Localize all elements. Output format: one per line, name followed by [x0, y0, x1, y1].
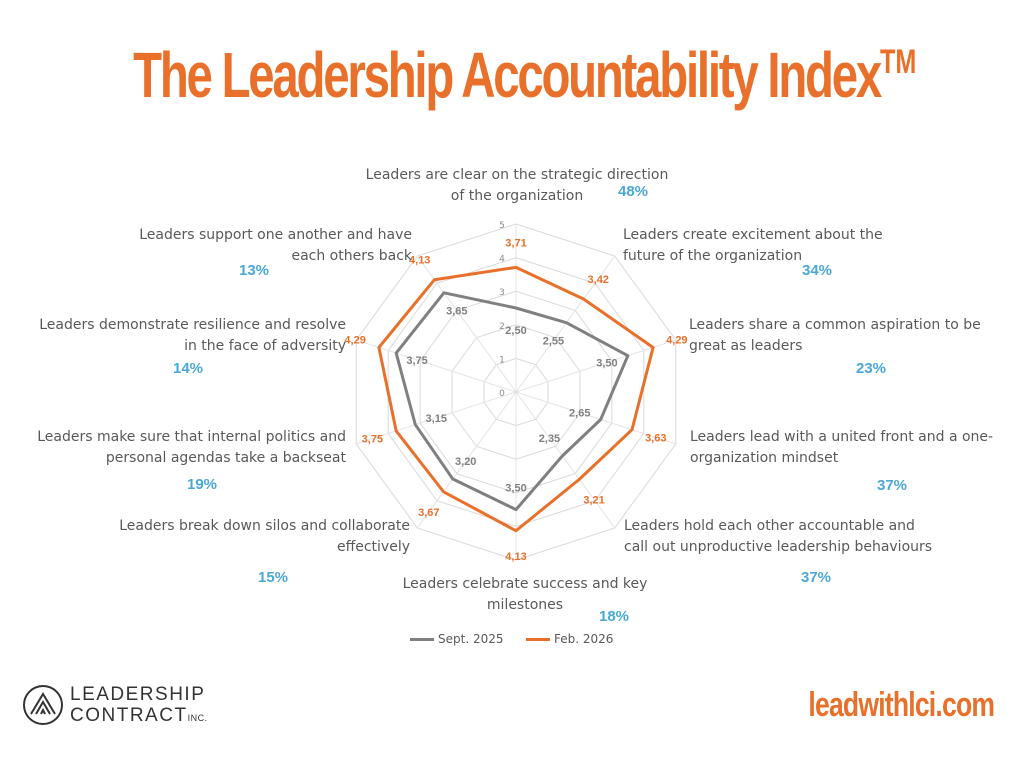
- category-label-7: Leaders make sure that internal politics…: [37, 429, 346, 466]
- category-label-8: Leaders demonstrate resilience and resol…: [39, 317, 346, 354]
- data-label-feb-5: 4,13: [505, 551, 526, 563]
- category-label-1: Leaders create excitement about the futur…: [623, 227, 883, 264]
- logo-line-1: LEADERSHIP: [70, 684, 206, 705]
- series-line-sept-2025: [394, 291, 630, 512]
- tick-label-3: 3: [499, 288, 505, 298]
- data-label-feb-3: 3,63: [645, 432, 666, 444]
- category-label-4: Leaders hold each other accountable and c…: [624, 518, 933, 555]
- category-percentage-1: 34%: [801, 262, 833, 279]
- tick-label-4: 4: [499, 255, 505, 265]
- chart-legend: Sept. 2025 Feb. 2026: [0, 632, 1024, 650]
- data-label-feb-4: 3,21: [583, 494, 604, 506]
- grid-spoke-6: [416, 391, 517, 529]
- category-percentage-5: 18%: [598, 608, 630, 625]
- data-label-sept-0: 2,50: [505, 325, 526, 337]
- series-line-feb-2026: [377, 265, 655, 533]
- category-percentage-3: 37%: [876, 477, 908, 494]
- legend-label: Feb. 2026: [554, 632, 614, 646]
- grid-spoke-3: [515, 391, 676, 445]
- category-label-9: Leaders support one another and have each…: [139, 227, 412, 264]
- category-label-6: Leaders break down silos and collaborate…: [119, 518, 410, 555]
- company-logo: LEADERSHIP CONTRACTINC.: [22, 684, 242, 728]
- data-label-feb-1: 3,42: [588, 274, 609, 286]
- logo-suffix: INC.: [187, 713, 208, 723]
- data-label-sept-2: 3,50: [596, 357, 617, 369]
- data-label-sept-3: 2,65: [569, 408, 590, 420]
- logo-mark-icon: [23, 685, 63, 725]
- tick-label-1: 1: [499, 355, 505, 365]
- data-label-sept-1: 2,55: [543, 335, 564, 347]
- category-label-5: Leaders celebrate success and key milesto…: [402, 576, 648, 613]
- tick-label-0: 0: [499, 389, 505, 399]
- category-percentage-6: 15%: [257, 569, 289, 586]
- trademark-mark: TM: [879, 43, 917, 81]
- category-label-2: Leaders share a common aspiration to be g…: [689, 317, 981, 354]
- data-label-sept-6: 3,20: [455, 456, 476, 468]
- tick-label-2: 2: [499, 322, 505, 332]
- data-label-feb-2: 4,29: [666, 335, 687, 347]
- grid-spoke-1: [515, 255, 616, 393]
- website-link[interactable]: leadwithlci.com: [808, 686, 995, 724]
- category-percentage-2: 23%: [855, 360, 887, 377]
- grid-spoke-8: [356, 339, 517, 393]
- data-label-sept-8: 3,75: [406, 355, 427, 367]
- data-label-feb-7: 3,75: [362, 434, 383, 446]
- legend-item-sept-2025: Sept. 2025: [410, 632, 504, 646]
- category-percentage-0: 48%: [617, 183, 649, 200]
- legend-swatch-grey: [410, 637, 434, 641]
- logo-line-2: CONTRACTINC.: [70, 705, 208, 726]
- category-percentage-8: 14%: [172, 360, 204, 377]
- tick-label-5: 5: [499, 221, 505, 231]
- data-label-sept-9: 3,65: [446, 306, 467, 318]
- category-label-0: Leaders are clear on the strategic direc…: [365, 167, 669, 204]
- data-label-feb-9: 4,13: [409, 255, 430, 267]
- data-label-feb-8: 4,29: [344, 335, 365, 347]
- data-label-feb-6: 3,67: [418, 507, 439, 519]
- data-label-feb-0: 3,71: [505, 237, 526, 249]
- data-label-sept-5: 3,50: [505, 483, 526, 495]
- data-label-sept-4: 2,35: [539, 433, 560, 445]
- grid-spoke-4: [515, 391, 616, 529]
- legend-label: Sept. 2025: [438, 632, 504, 646]
- legend-item-feb-2026: Feb. 2026: [526, 632, 613, 646]
- page-title: The Leadership Accountability IndexTM: [133, 39, 917, 111]
- legend-swatch-orange: [526, 637, 550, 641]
- category-percentage-9: 13%: [238, 262, 270, 279]
- data-label-sept-7: 3,15: [426, 413, 447, 425]
- category-label-3: Leaders lead with a united front and a o…: [690, 429, 994, 466]
- category-percentage-4: 37%: [800, 569, 832, 586]
- grid-spoke-2: [515, 339, 676, 393]
- grid-spoke-7: [356, 391, 517, 445]
- category-percentage-7: 19%: [186, 476, 218, 493]
